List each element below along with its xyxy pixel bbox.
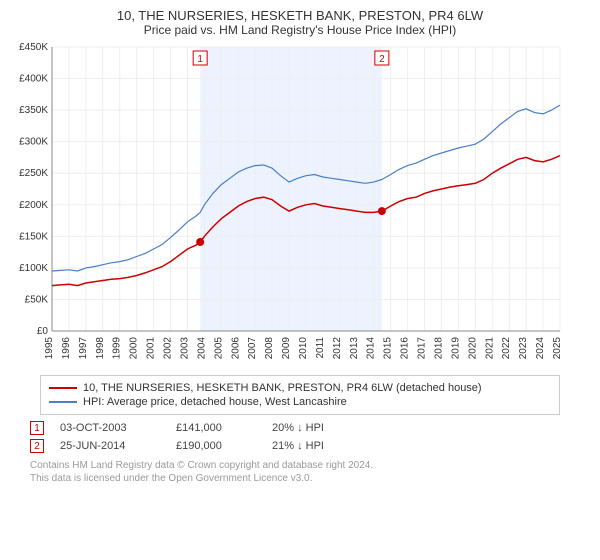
footer-line: This data is licensed under the Open Gov…	[30, 472, 570, 485]
y-tick-label: £300K	[19, 137, 48, 148]
x-tick-label: 2008	[264, 337, 275, 360]
legend-label: HPI: Average price, detached house, West…	[83, 396, 347, 408]
sale-price: £141,000	[176, 422, 256, 434]
x-tick-label: 2018	[433, 337, 444, 360]
sale-diff: 20% ↓ HPI	[272, 422, 324, 434]
legend-row: 10, THE NURSERIES, HESKETH BANK, PRESTON…	[49, 382, 551, 394]
sale-label-number: 2	[379, 54, 385, 65]
legend-row: HPI: Average price, detached house, West…	[49, 396, 551, 408]
x-tick-label: 1999	[112, 337, 123, 360]
sale-row: 2 25-JUN-2014 £190,000 21% ↓ HPI	[30, 439, 570, 453]
y-tick-label: £200K	[19, 200, 48, 211]
sale-label-number: 1	[197, 54, 203, 65]
page-subtitle: Price paid vs. HM Land Registry's House …	[8, 23, 592, 37]
x-tick-label: 2007	[247, 337, 258, 360]
y-tick-label: £0	[37, 326, 49, 337]
y-tick-label: £150K	[19, 231, 48, 242]
x-tick-label: 2024	[535, 337, 546, 360]
legend-swatch	[49, 401, 77, 403]
page-title: 10, THE NURSERIES, HESKETH BANK, PRESTON…	[8, 8, 592, 23]
x-tick-label: 2003	[179, 337, 190, 360]
x-tick-label: 2019	[450, 337, 461, 360]
x-tick-label: 2009	[281, 337, 292, 360]
attribution-footer: Contains HM Land Registry data © Crown c…	[30, 459, 570, 485]
y-tick-label: £450K	[19, 42, 48, 53]
legend-label: 10, THE NURSERIES, HESKETH BANK, PRESTON…	[83, 382, 482, 394]
sale-point	[196, 238, 204, 246]
sale-date: 25-JUN-2014	[60, 440, 160, 452]
sale-point	[378, 207, 386, 215]
legend: 10, THE NURSERIES, HESKETH BANK, PRESTON…	[40, 375, 560, 415]
x-tick-label: 2010	[298, 337, 309, 360]
x-tick-label: 2023	[518, 337, 529, 360]
x-tick-label: 2025	[552, 337, 563, 360]
x-tick-label: 1998	[95, 337, 106, 360]
x-tick-label: 2017	[417, 337, 428, 360]
x-tick-label: 2001	[146, 337, 157, 360]
x-tick-label: 2022	[501, 337, 512, 360]
y-tick-label: £50K	[25, 294, 49, 305]
footer-line: Contains HM Land Registry data © Crown c…	[30, 459, 570, 472]
y-tick-label: £100K	[19, 263, 48, 274]
x-tick-label: 2013	[349, 337, 360, 360]
x-tick-label: 2015	[383, 337, 394, 360]
sale-date: 03-OCT-2003	[60, 422, 160, 434]
y-tick-label: £400K	[19, 74, 48, 85]
chart-svg: £0 £50K £100K £150K £200K £250K £300K £350K £400…	[8, 41, 568, 371]
x-tick-label: 2011	[315, 337, 326, 359]
x-tick-label: 2004	[196, 337, 207, 360]
legend-swatch	[49, 387, 77, 389]
sale-marker-icon: 2	[30, 439, 44, 453]
x-tick-label: 2012	[332, 337, 343, 360]
sale-row: 1 03-OCT-2003 £141,000 20% ↓ HPI	[30, 421, 570, 435]
price-chart: £0 £50K £100K £150K £200K £250K £300K £350K £400…	[8, 41, 592, 371]
sale-marker-icon: 1	[30, 421, 44, 435]
x-tick-label: 2014	[366, 337, 377, 360]
x-tick-label: 2000	[129, 337, 140, 360]
sale-period-band	[200, 47, 382, 331]
x-tick-label: 2006	[230, 337, 241, 360]
y-tick-label: £250K	[19, 168, 48, 179]
sales-table: 1 03-OCT-2003 £141,000 20% ↓ HPI 2 25-JUN-201…	[30, 421, 570, 453]
sale-diff: 21% ↓ HPI	[272, 440, 324, 452]
x-tick-label: 2002	[163, 337, 174, 360]
x-tick-label: 1997	[78, 337, 89, 360]
x-tick-label: 1996	[61, 337, 72, 360]
x-tick-label: 2020	[467, 337, 478, 360]
y-tick-label: £350K	[19, 105, 48, 116]
x-tick-label: 2005	[213, 337, 224, 360]
x-tick-label: 1995	[44, 337, 55, 360]
sale-price: £190,000	[176, 440, 256, 452]
x-tick-label: 2016	[400, 337, 411, 360]
x-tick-label: 2021	[484, 337, 495, 360]
